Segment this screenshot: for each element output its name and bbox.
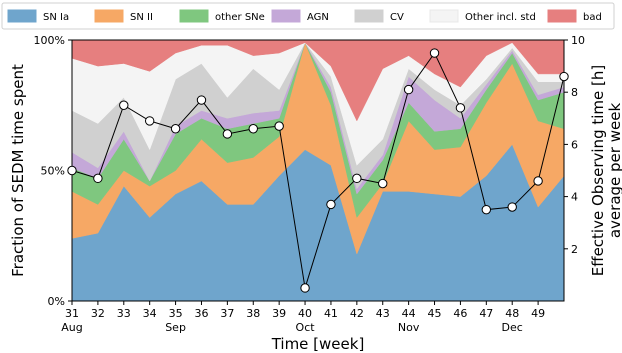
x-axis-label: Time [week] (271, 335, 365, 353)
legend-label: SN II (130, 12, 153, 23)
observing-time-point (93, 173, 103, 184)
x-tick-label: 31 (65, 307, 79, 320)
x-tick-label: 37 (220, 307, 234, 320)
legend-swatch (429, 9, 459, 23)
legend-swatch (354, 9, 384, 23)
x-tick-label: 38 (246, 307, 260, 320)
y-left-axis-label: Fraction of SEDM time spent (9, 64, 27, 277)
legend-label: SN Ia (43, 12, 69, 23)
y-right-tick-label: 8 (571, 86, 578, 99)
month-label: Oct (296, 321, 316, 334)
x-tick-label: 44 (402, 307, 416, 320)
legend-label: bad (583, 12, 602, 23)
y-left-tick-label: 50% (41, 165, 65, 178)
observing-time-point (119, 100, 129, 110)
y-right-tick-label: 6 (571, 138, 578, 151)
observing-time-point (481, 204, 492, 215)
observing-time-point (196, 95, 207, 105)
x-tick-label: 48 (505, 307, 519, 320)
legend-label: CV (390, 12, 404, 23)
month-label: Aug (61, 321, 82, 334)
x-tick-label: 40 (298, 307, 312, 320)
month-label: Sep (165, 321, 186, 334)
observing-time-point (403, 84, 414, 95)
observing-time-point (274, 121, 284, 131)
observing-time-point (326, 199, 336, 210)
x-tick-label: 49 (531, 307, 545, 320)
x-tick-label: 42 (350, 307, 364, 320)
legend-label: other SNe (215, 12, 265, 23)
legend-swatch (7, 9, 37, 23)
observing-time-point (378, 178, 388, 189)
observing-time-point (248, 124, 258, 134)
x-tick-label: 34 (143, 307, 157, 320)
observing-time-point (429, 48, 440, 58)
month-label: Nov (398, 321, 420, 334)
legend-swatch (179, 9, 209, 23)
legend-swatch (271, 9, 301, 23)
x-tick-label: 47 (479, 307, 493, 320)
legend-label: AGN (307, 12, 329, 23)
month-label: Dec (502, 321, 523, 334)
legend-label: Other incl. std (465, 12, 536, 23)
observing-time-point (144, 116, 155, 126)
observing-time-point (352, 173, 362, 184)
x-tick-label: 39 (272, 307, 286, 320)
x-tick-label: 43 (376, 307, 390, 320)
legend-swatch (547, 9, 577, 23)
y-left-tick-label: 100% (34, 34, 65, 47)
y-right-axis-label-line1: Effective Observing time [h] (589, 65, 607, 276)
legend-box (1, 2, 615, 30)
y-left-tick-label: 0% (48, 295, 65, 308)
y-right-tick-label: 10 (571, 34, 585, 47)
observing-time-point (455, 103, 466, 113)
x-tick-label: 41 (324, 307, 338, 320)
observing-time-point (507, 202, 517, 212)
observing-time-point (67, 165, 77, 176)
x-tick-label: 45 (428, 307, 442, 320)
observing-time-point (559, 71, 569, 82)
y-right-tick-label: 4 (571, 191, 578, 204)
x-tick-label: 33 (117, 307, 131, 320)
observing-time-point (533, 176, 543, 186)
observing-time-point (300, 283, 310, 293)
y-right-tick-label: 2 (571, 243, 578, 256)
x-tick-label: 36 (194, 307, 208, 320)
observing-time-point (222, 129, 233, 139)
x-tick-label: 35 (169, 307, 183, 320)
x-tick-label: 32 (91, 307, 105, 320)
y-right-axis-label-line2: average per week (606, 103, 622, 239)
observing-time-point (170, 124, 181, 134)
x-tick-label: 46 (453, 307, 467, 320)
legend-swatch (94, 9, 124, 23)
